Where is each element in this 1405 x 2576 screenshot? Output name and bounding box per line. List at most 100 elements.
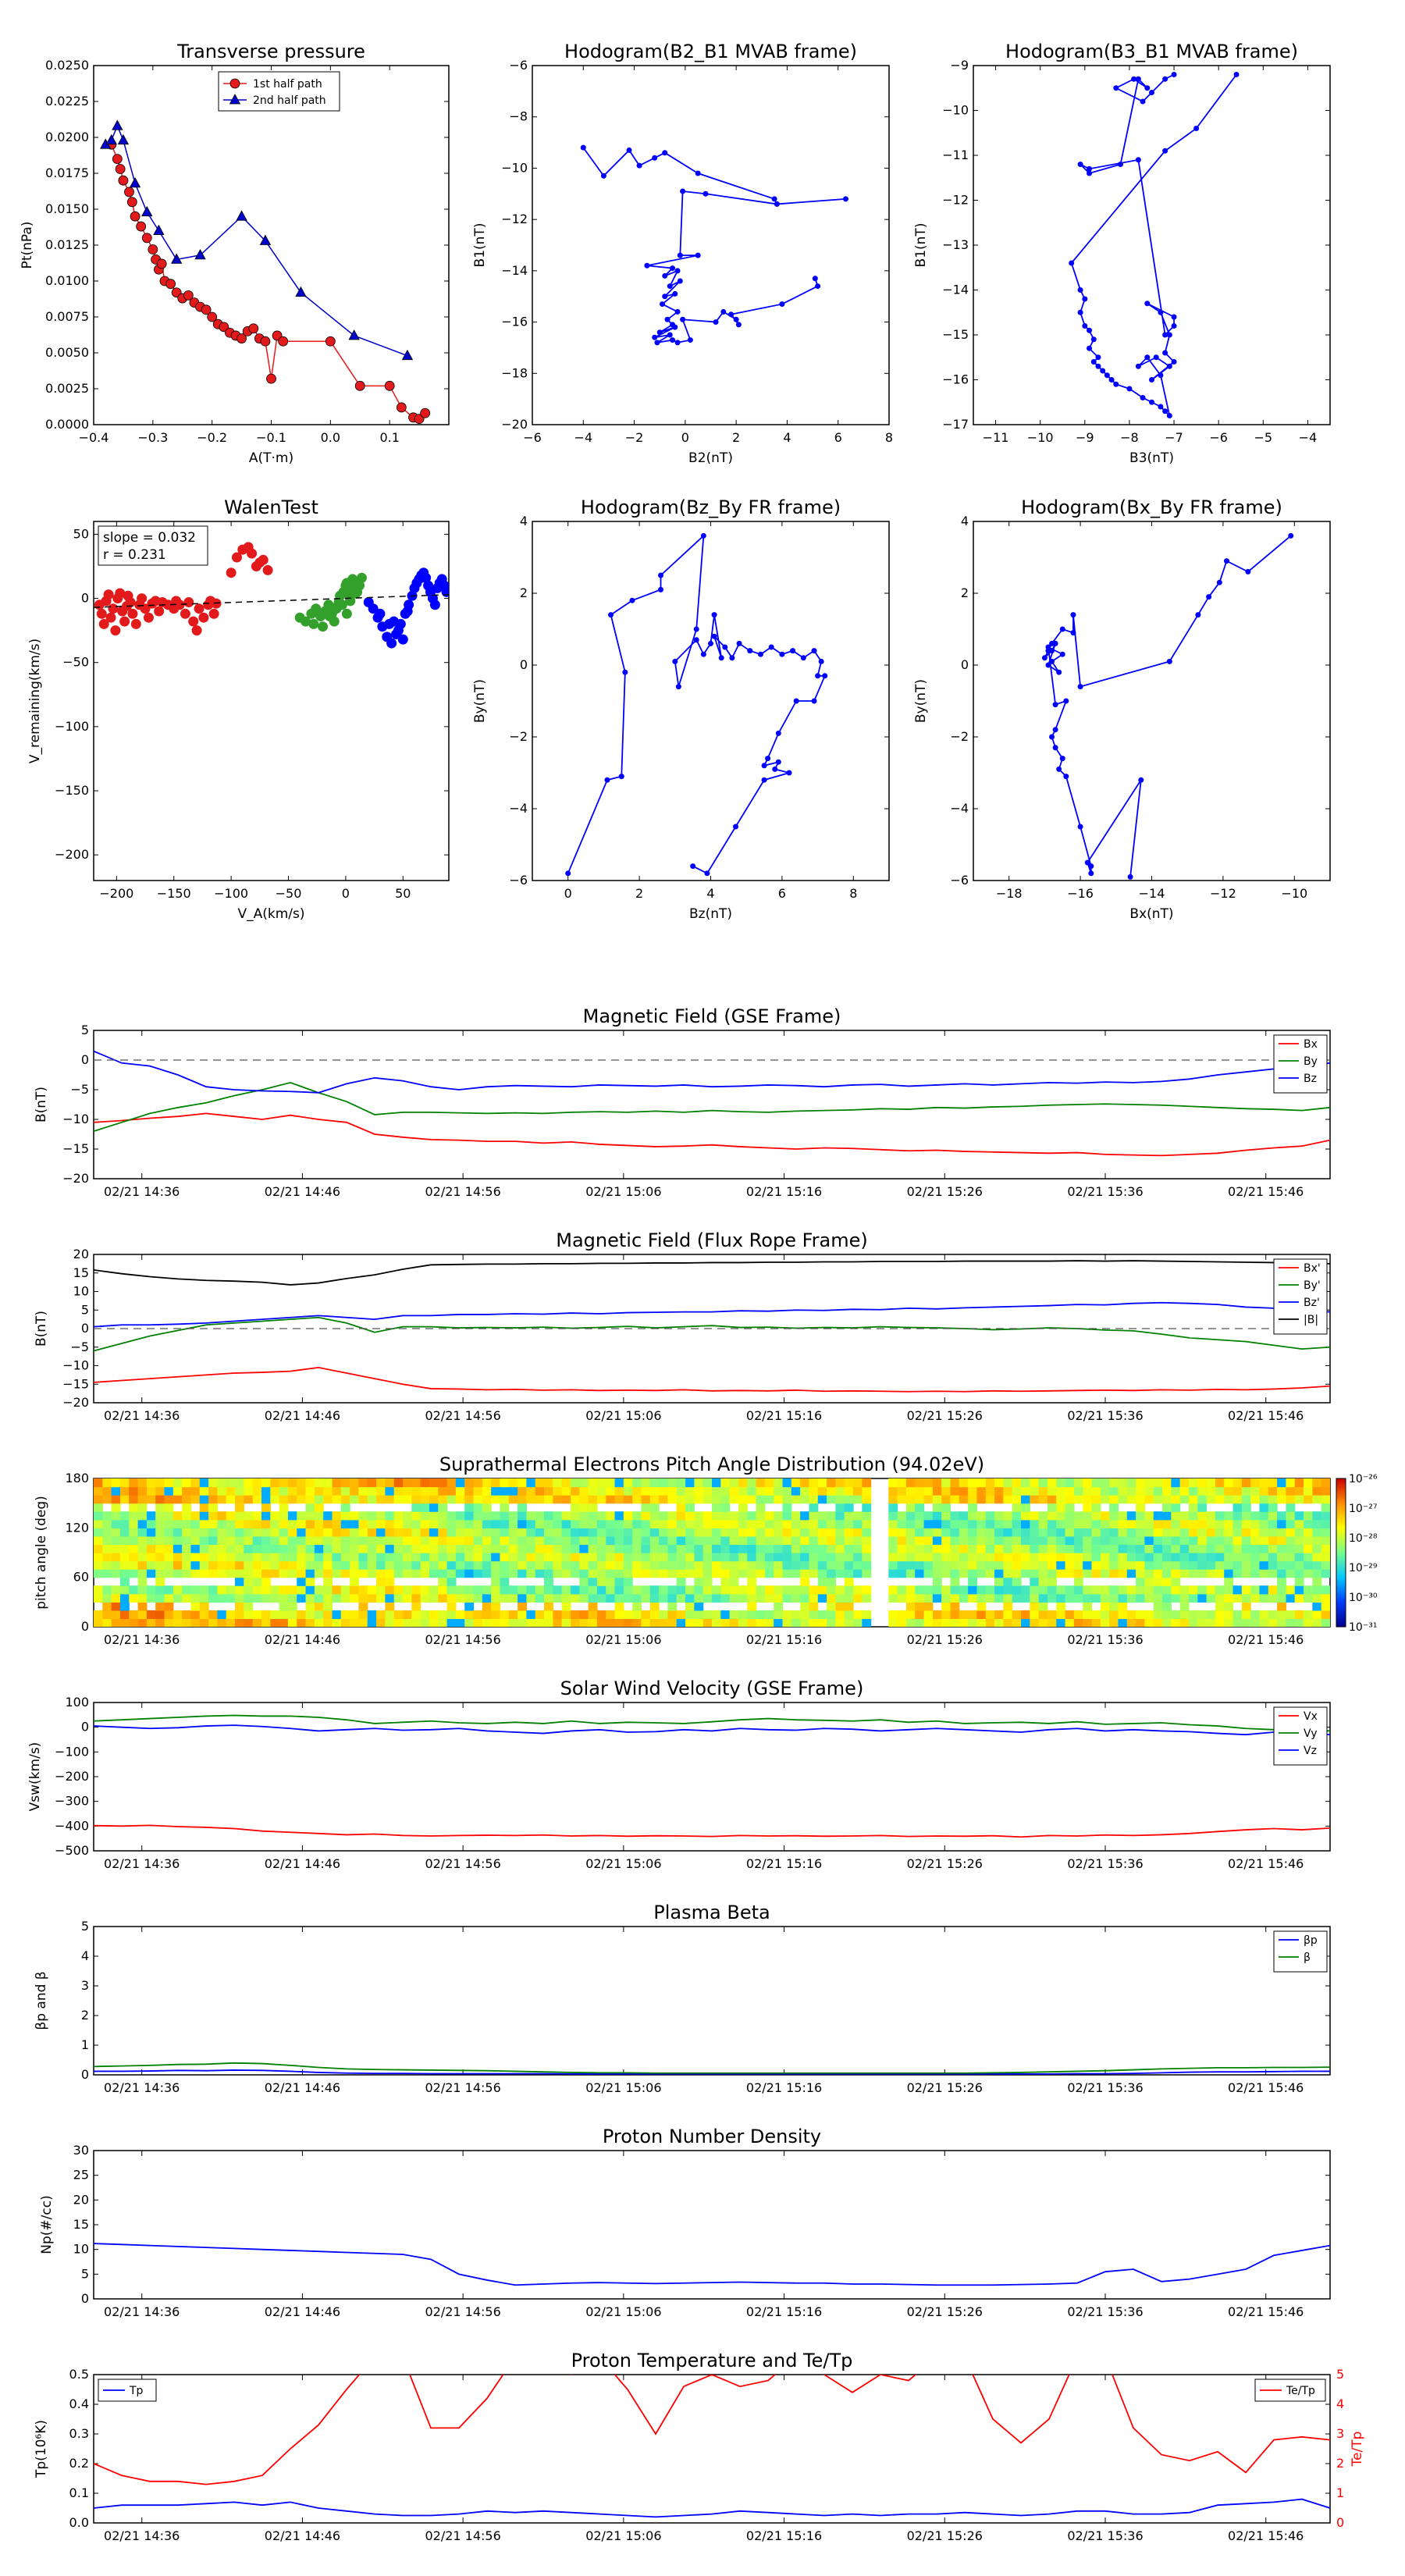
pad-cell: [1268, 1503, 1278, 1512]
pad-cell: [500, 1535, 510, 1546]
pad-cell: [747, 1585, 757, 1595]
pad-cell: [1065, 1544, 1075, 1553]
pad-cell: [279, 1478, 289, 1488]
pad-cell: [1224, 1553, 1234, 1562]
pad-cell: [261, 1528, 271, 1537]
pad-cell: [244, 1544, 254, 1553]
h1-point: [667, 332, 673, 338]
pad-cell: [932, 1519, 942, 1528]
pad-cell: [491, 1560, 501, 1570]
pad-cell: [720, 1503, 731, 1512]
pad-cell: [738, 1553, 748, 1562]
mag_fr-xtick-label: 02/21 15:36: [1067, 1408, 1143, 1423]
h3-point: [811, 648, 817, 654]
pad-cell: [420, 1618, 430, 1627]
pad-cell: [685, 1618, 695, 1627]
pad-cell: [393, 1495, 404, 1504]
pad-cell: [155, 1618, 165, 1627]
pad-cell: [915, 1544, 925, 1553]
h4-xtick-label: −16: [1067, 886, 1094, 901]
mag_gse-ytick-label: −5: [70, 1082, 89, 1097]
pad-cell: [747, 1544, 757, 1553]
pad-cell: [968, 1618, 978, 1627]
pad-cell: [791, 1528, 801, 1537]
np-ytick-label: 15: [73, 2217, 89, 2232]
h2-point: [1135, 157, 1141, 163]
pad-cell: [1073, 1553, 1083, 1562]
pad-cell: [827, 1569, 836, 1578]
pad-ylabel: pitch angle (deg): [34, 1496, 49, 1610]
pad-cell: [632, 1553, 642, 1562]
pad-cell: [1179, 1486, 1190, 1496]
pad-cell: [659, 1511, 669, 1521]
pad-cell: [1083, 1478, 1093, 1488]
pad-cell: [835, 1503, 845, 1512]
pad-cell: [270, 1560, 280, 1570]
pad-cell: [1118, 1535, 1128, 1546]
pad-cell: [1126, 1585, 1136, 1595]
pad-cell: [729, 1560, 739, 1570]
pad-cell: [1206, 1511, 1216, 1521]
h3-point: [811, 698, 817, 704]
pad-cell: [1294, 1610, 1304, 1620]
pad-cell: [1268, 1511, 1278, 1521]
pad-cell: [1197, 1535, 1208, 1546]
pad-cell: [774, 1610, 784, 1620]
pad-cell: [968, 1535, 978, 1546]
pad-cell: [119, 1544, 130, 1553]
h4-point: [1049, 658, 1055, 664]
pad-cell: [411, 1478, 422, 1488]
h1-point: [702, 190, 709, 197]
pad-cell: [817, 1593, 827, 1603]
pad-cell: [518, 1511, 527, 1521]
pad-cell: [279, 1503, 289, 1512]
vsw-legend-label: Vy: [1304, 1727, 1318, 1740]
pad-cell: [1162, 1544, 1172, 1553]
pad-cell: [827, 1519, 836, 1528]
h2-point: [1144, 301, 1151, 307]
pad-cell: [1286, 1478, 1296, 1488]
h4-point: [1045, 644, 1051, 650]
pad-cell: [270, 1511, 280, 1521]
pad-cell: [1312, 1519, 1322, 1528]
pad-cell: [623, 1511, 633, 1521]
pad-cell: [923, 1544, 934, 1553]
pad-cell: [491, 1478, 501, 1488]
pad-cell: [782, 1593, 792, 1603]
pad-cell: [1304, 1610, 1313, 1620]
h2-ytick-label: −17: [942, 417, 969, 432]
pad-cell: [1162, 1478, 1172, 1488]
pad-cell: [182, 1519, 192, 1528]
h2-point: [1131, 76, 1137, 82]
h3-point: [793, 698, 799, 704]
pad-cell: [1171, 1593, 1181, 1603]
pad-cell: [111, 1585, 121, 1595]
pad-cell: [429, 1486, 439, 1496]
h4-point: [1063, 774, 1069, 780]
pad-cell: [1286, 1553, 1296, 1562]
pad-cell: [1153, 1593, 1163, 1603]
tp2-series-line: [94, 2375, 1330, 2485]
pad-cell: [905, 1560, 916, 1570]
pad-cell: [606, 1528, 616, 1537]
pad-cell: [137, 1503, 148, 1512]
vsw-xtick-label: 02/21 15:06: [585, 1856, 661, 1871]
pad-cell: [473, 1528, 483, 1537]
h1-point: [695, 170, 701, 176]
pad-cell: [403, 1519, 412, 1528]
h4-point: [1127, 873, 1133, 880]
walen-ytick-label: 50: [73, 526, 89, 541]
pad-cell: [1056, 1618, 1066, 1627]
pad-cell: [702, 1495, 713, 1504]
pad-cell: [1153, 1602, 1163, 1611]
beta-plot: [94, 2062, 1330, 2075]
pad-cell: [1012, 1519, 1022, 1528]
pad-cell: [297, 1486, 307, 1496]
pad-cell: [1294, 1495, 1304, 1504]
pad-cell: [164, 1585, 174, 1595]
pad-cell: [385, 1544, 395, 1553]
pad-cell: [1224, 1486, 1234, 1496]
pad-cell: [137, 1511, 148, 1521]
pad-cell: [1250, 1569, 1261, 1578]
pad-cell: [1073, 1478, 1083, 1488]
